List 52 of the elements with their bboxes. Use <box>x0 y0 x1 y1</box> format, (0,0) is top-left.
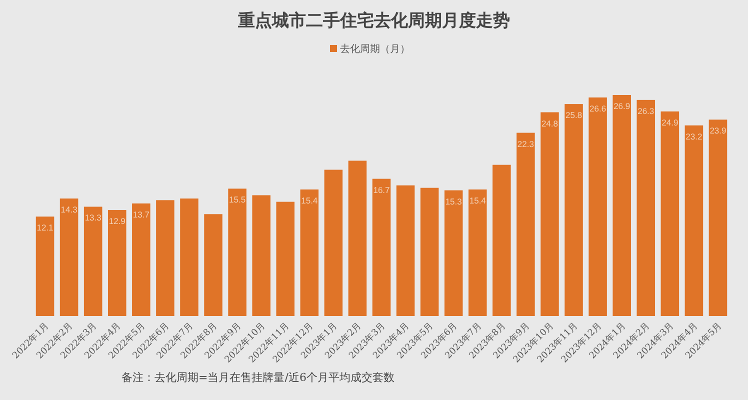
legend: 去化周期（月） <box>330 44 410 55</box>
bar <box>156 200 174 316</box>
data-label: 26.3 <box>638 106 654 116</box>
bar <box>444 190 463 316</box>
data-label: 24.9 <box>662 117 678 128</box>
data-label: 25.8 <box>566 110 582 120</box>
data-label: 16.7 <box>373 184 390 195</box>
bar <box>492 164 511 316</box>
bar <box>300 189 319 316</box>
data-label: 15.5 <box>229 194 246 205</box>
data-label: 15.4 <box>301 195 318 206</box>
chart-title: 重点城市二手住宅去化周期月度走势 <box>237 11 510 31</box>
data-label: 26.9 <box>614 101 630 111</box>
bar <box>372 178 391 316</box>
bar <box>684 125 704 316</box>
data-label: 23.2 <box>686 131 702 142</box>
bar <box>252 195 270 316</box>
bar <box>588 97 607 316</box>
bar <box>60 198 78 316</box>
bar <box>468 189 487 316</box>
bar <box>660 111 680 316</box>
legend-label: 去化周期（月） <box>340 43 410 55</box>
bar <box>420 188 439 316</box>
data-label: 22.3 <box>517 138 534 149</box>
bar <box>84 206 102 316</box>
data-label: 15.4 <box>469 195 486 206</box>
bar <box>324 170 343 316</box>
bar <box>132 203 150 316</box>
data-label: 13.3 <box>84 212 102 223</box>
bar <box>204 214 222 316</box>
data-label: 12.9 <box>108 216 126 226</box>
bar <box>540 112 559 316</box>
bar <box>612 95 631 316</box>
bar <box>516 132 535 316</box>
bar <box>348 160 367 316</box>
bar <box>36 216 54 316</box>
bar <box>276 202 294 316</box>
data-label: 14.3 <box>60 204 78 215</box>
bar <box>228 188 246 316</box>
bar <box>180 198 198 316</box>
bar <box>708 120 728 316</box>
data-label: 15.3 <box>445 196 462 206</box>
data-label: 12.1 <box>36 222 54 233</box>
text: 备注：去化周期=当月在售挂牌量/近6个月平均成交套数 <box>122 371 394 384</box>
data-label: 13.7 <box>132 209 150 220</box>
bar <box>636 100 656 316</box>
bar <box>396 185 415 316</box>
data-label: 23.9 <box>710 126 727 136</box>
data-label: 26.6 <box>590 103 606 114</box>
bar <box>108 210 126 316</box>
bar <box>564 104 583 316</box>
data-label: 24.8 <box>541 118 558 128</box>
